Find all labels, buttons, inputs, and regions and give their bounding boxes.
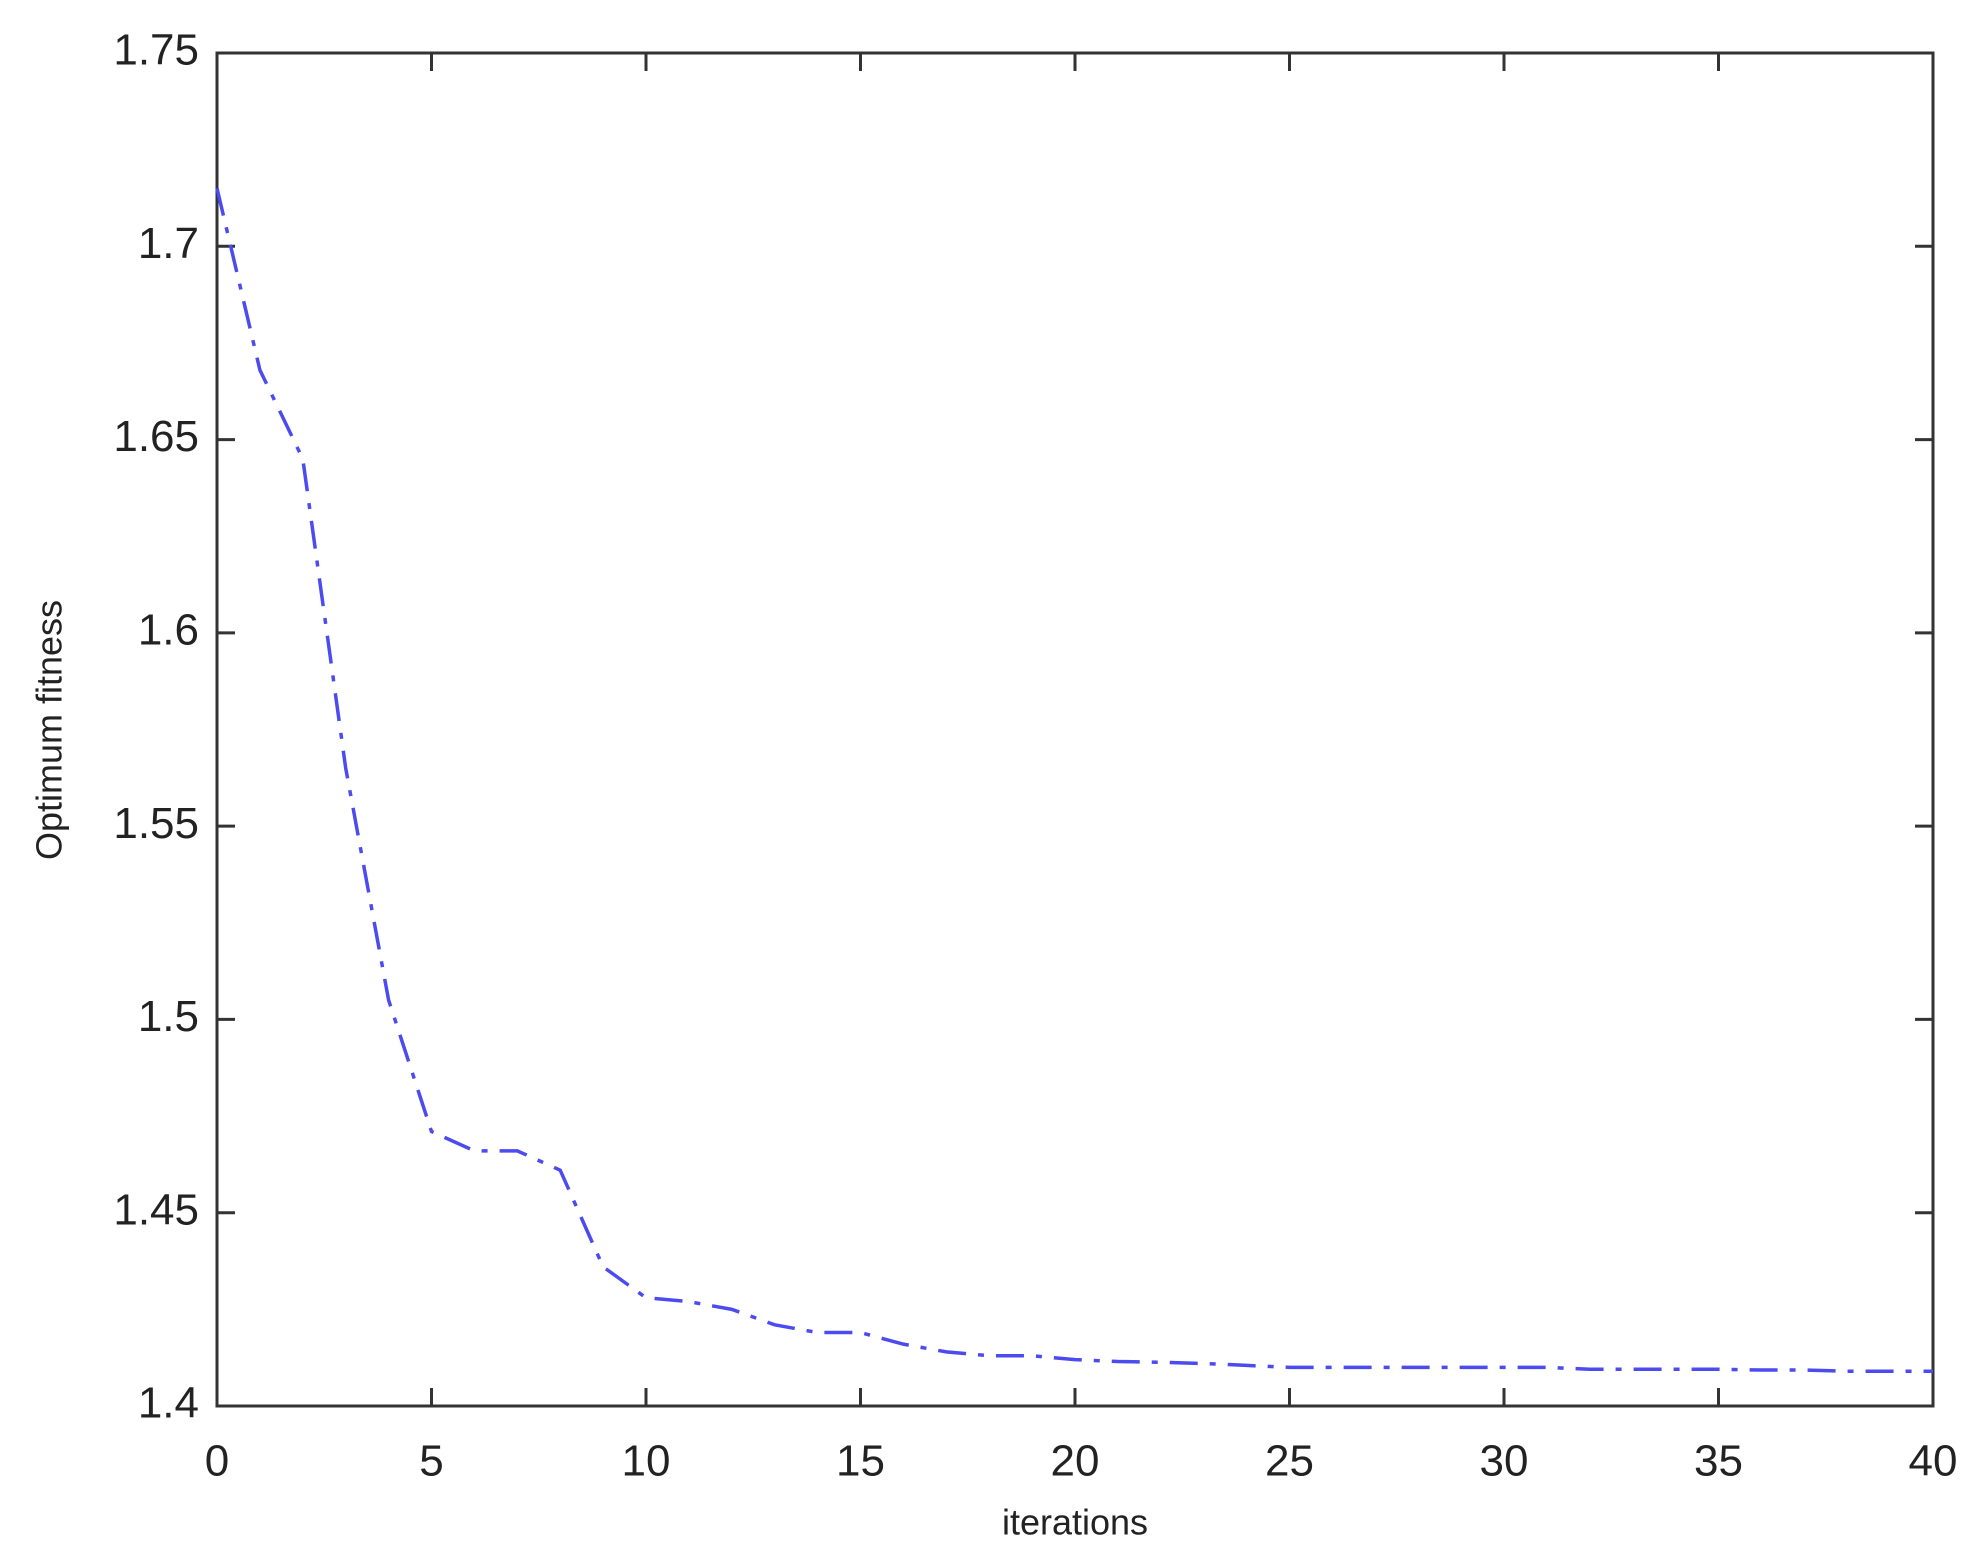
x-tick-label: 15 [836, 1437, 885, 1486]
x-tick-label: 35 [1694, 1437, 1743, 1486]
x-axis-label: iterations [1002, 1502, 1148, 1543]
y-axis-label: Optimum fitness [29, 600, 70, 860]
x-tick-label: 25 [1265, 1437, 1314, 1486]
x-tick-label: 10 [622, 1437, 671, 1486]
y-tick-label: 1.6 [138, 605, 199, 654]
x-tick-label: 0 [205, 1437, 229, 1486]
plot-frame [215, 51, 1935, 1408]
y-tick-label: 1.75 [113, 26, 199, 75]
y-tick-label: 1.5 [138, 992, 199, 1041]
y-tick-label: 1.55 [113, 799, 199, 848]
y-tick-label: 1.7 [138, 219, 199, 268]
x-tick-label: 30 [1480, 1437, 1529, 1486]
x-tick-label: 5 [419, 1437, 443, 1486]
x-tick-label: 40 [1909, 1437, 1958, 1486]
y-tick-label: 1.4 [138, 1379, 199, 1428]
y-tick-label: 1.45 [113, 1185, 199, 1234]
y-tick-label: 1.65 [113, 412, 199, 461]
x-tick-label: 20 [1051, 1437, 1100, 1486]
data-line [215, 187, 1933, 1373]
